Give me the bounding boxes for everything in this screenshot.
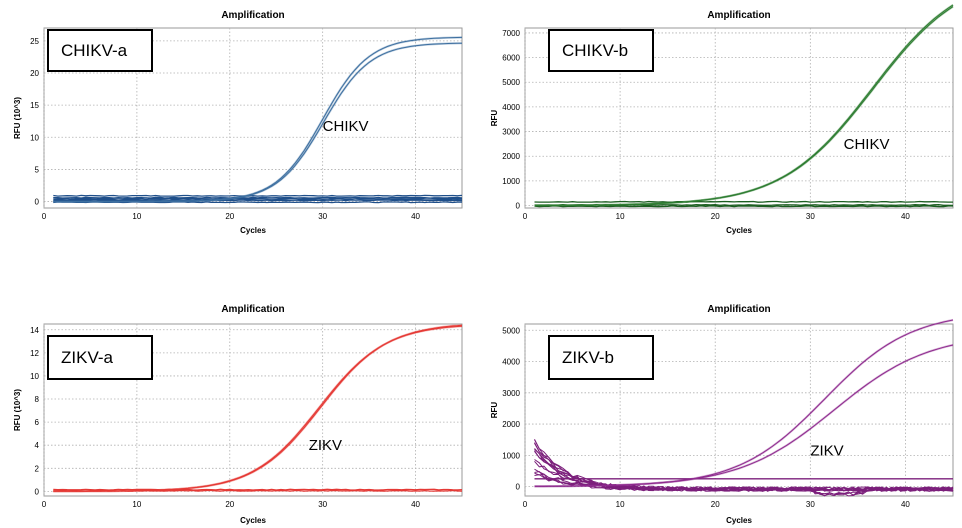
x-tick-label: 40	[901, 212, 910, 221]
x-axis-label: Cycles	[726, 226, 752, 235]
x-tick-label: 20	[711, 500, 720, 509]
baseline-series	[534, 200, 953, 203]
y-tick-label: 2	[35, 464, 40, 473]
positive-series	[53, 42, 463, 203]
chart-title: Amplification	[221, 304, 284, 315]
y-tick-label: 20	[30, 69, 39, 78]
chart-panel-chikv-b: Amplification 0 10 20 30 40 0 1000 2000 3000 4000 5…	[481, 0, 962, 264]
curve-annotation: CHIKV	[844, 136, 890, 153]
x-tick-label: 20	[225, 212, 234, 221]
y-tick-label: 6000	[502, 54, 520, 63]
x-tick-label: 20	[225, 500, 234, 509]
y-tick-label: 5	[35, 165, 40, 174]
x-tick-label: 10	[616, 212, 625, 221]
legend-label: ZIKV-a	[47, 335, 153, 380]
y-tick-label: 0	[35, 198, 40, 207]
y-tick-label: 7000	[502, 29, 520, 38]
x-tick-label: 40	[411, 212, 420, 221]
x-tick-label: 0	[42, 500, 47, 509]
x-tick-label: 20	[711, 212, 720, 221]
y-tick-label: 0	[516, 483, 521, 492]
chart-zikv-b: Amplification 0 10 20 30 40 0 1000 2000 3000 4000 5…	[490, 304, 954, 525]
chart-panel-zikv-b: Amplification 0 10 20 30 40 0 1000 2000 3000 4000 5…	[481, 264, 962, 528]
baseline-series	[53, 199, 463, 202]
x-axis-label: Cycles	[240, 226, 266, 235]
y-tick-label: 2000	[502, 420, 520, 429]
y-tick-label: 4000	[502, 358, 520, 367]
y-axis-label: RFU	[490, 110, 499, 127]
y-tick-label: 10	[30, 372, 39, 381]
x-tick-label: 40	[411, 500, 420, 509]
chart-panel-chikv-a: Amplification 0 10 20 30 40 0 5 10 15 20 25 Cycles RF…	[0, 0, 481, 264]
y-tick-label: 4	[35, 441, 40, 450]
y-tick-label: 25	[30, 37, 39, 46]
y-tick-label: 5000	[502, 78, 520, 87]
x-tick-label: 30	[318, 500, 327, 509]
baseline-series	[534, 470, 954, 492]
positive-series	[534, 344, 954, 487]
x-tick-label: 40	[901, 500, 910, 509]
x-tick-label: 0	[523, 212, 528, 221]
chart-zikv-a: Amplification 0 10 20 30 40 0 2 4 6 8 10 12 14 Cycles R…	[13, 304, 463, 525]
y-axis-label: RFU (10^3)	[13, 97, 22, 139]
x-tick-label: 10	[132, 212, 141, 221]
y-tick-label: 2000	[502, 152, 520, 161]
chart-panel-zikv-a: Amplification 0 10 20 30 40 0 2 4 6 8 10 12 14 Cycles R…	[0, 264, 481, 528]
y-tick-label: 3000	[502, 128, 520, 137]
y-tick-label: 12	[30, 349, 39, 358]
curve-annotation: ZIKV	[309, 437, 342, 454]
chart-title: Amplification	[221, 10, 284, 21]
y-tick-label: 14	[30, 326, 39, 335]
series-group	[53, 324, 463, 493]
chart-title: Amplification	[707, 304, 770, 315]
baseline-series	[534, 474, 954, 492]
y-tick-label: 0	[516, 202, 521, 211]
chart-title: Amplification	[707, 10, 770, 21]
legend-label: CHIKV-a	[47, 29, 153, 72]
y-tick-label: 5000	[502, 326, 520, 335]
baseline-series	[53, 201, 462, 204]
y-tick-label: 10	[30, 133, 39, 142]
y-tick-label: 4000	[502, 103, 520, 112]
series-group	[534, 318, 954, 497]
curve-annotation: ZIKV	[810, 442, 843, 459]
curve-annotation: CHIKV	[323, 118, 369, 135]
positive-series	[534, 6, 954, 206]
positive-series	[53, 325, 463, 492]
x-axis-label: Cycles	[726, 516, 752, 525]
baseline-series	[53, 488, 463, 491]
baseline-series	[53, 197, 462, 200]
y-tick-label: 1000	[502, 451, 520, 460]
y-tick-label: 6	[35, 418, 40, 427]
x-tick-label: 10	[616, 500, 625, 509]
x-axis-label: Cycles	[240, 516, 266, 525]
series-group	[53, 36, 463, 204]
baseline-series	[534, 205, 953, 208]
x-tick-label: 0	[523, 500, 528, 509]
y-tick-label: 15	[30, 101, 39, 110]
x-tick-label: 0	[42, 212, 47, 221]
y-tick-label: 1000	[502, 177, 520, 186]
y-tick-label: 8	[35, 395, 40, 404]
x-tick-label: 30	[806, 212, 815, 221]
y-axis-label: RFU (10^3)	[13, 389, 22, 431]
baseline-series	[53, 194, 463, 197]
y-tick-label: 3000	[502, 389, 520, 398]
x-tick-label: 10	[132, 500, 141, 509]
x-tick-label: 30	[318, 212, 327, 221]
legend-label: ZIKV-b	[548, 335, 654, 380]
y-tick-label: 0	[35, 487, 40, 496]
series-group	[534, 3, 954, 208]
legend-label: CHIKV-b	[548, 29, 654, 72]
y-axis-label: RFU	[490, 402, 499, 419]
x-tick-label: 30	[806, 500, 815, 509]
